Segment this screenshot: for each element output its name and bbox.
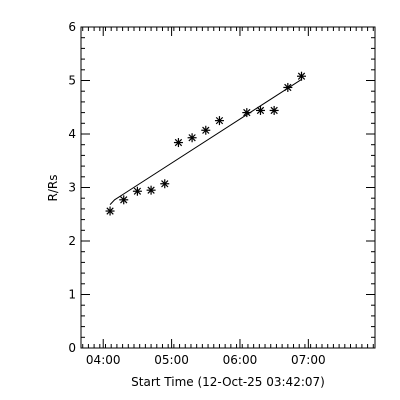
x-axis-label: Start Time (12-Oct-25 03:42:07) xyxy=(131,375,325,389)
data-point xyxy=(160,179,170,189)
x-tick-label: 04:00 xyxy=(86,353,121,367)
data-point xyxy=(187,133,197,143)
y-tick-label: 3 xyxy=(68,181,76,195)
data-point xyxy=(214,116,224,126)
data-point xyxy=(132,186,142,196)
data-point xyxy=(283,82,293,92)
y-tick-label: 0 xyxy=(68,341,76,355)
y-tick-label: 6 xyxy=(68,20,76,34)
plot-frame xyxy=(80,26,376,349)
data-point xyxy=(269,105,279,115)
data-point xyxy=(297,71,306,81)
data-point xyxy=(119,195,129,205)
y-tick-label: 4 xyxy=(68,127,76,141)
data-point xyxy=(146,185,156,195)
x-tick-label: 07:00 xyxy=(291,353,326,367)
x-tick-label: 05:00 xyxy=(154,353,189,367)
data-point xyxy=(173,138,183,148)
data-point xyxy=(255,105,265,115)
data-point xyxy=(105,206,115,216)
x-axis-tick-labels: 04:00 05:00 06:00 07:00 xyxy=(86,353,326,367)
y-tick-label: 1 xyxy=(68,288,76,302)
data-point xyxy=(201,125,211,135)
y-tick-label: 2 xyxy=(68,234,76,248)
y-axis-ticks xyxy=(81,26,375,349)
data-markers xyxy=(105,71,306,216)
y-axis-tick-labels: 0 1 2 3 4 5 6 xyxy=(68,20,76,355)
fit-line xyxy=(109,79,302,205)
data-point xyxy=(242,108,252,118)
x-tick-label: 06:00 xyxy=(223,353,258,367)
x-axis-ticks xyxy=(82,27,374,348)
y-axis-label: R/Rs xyxy=(46,175,60,202)
y-tick-label: 5 xyxy=(68,74,76,88)
